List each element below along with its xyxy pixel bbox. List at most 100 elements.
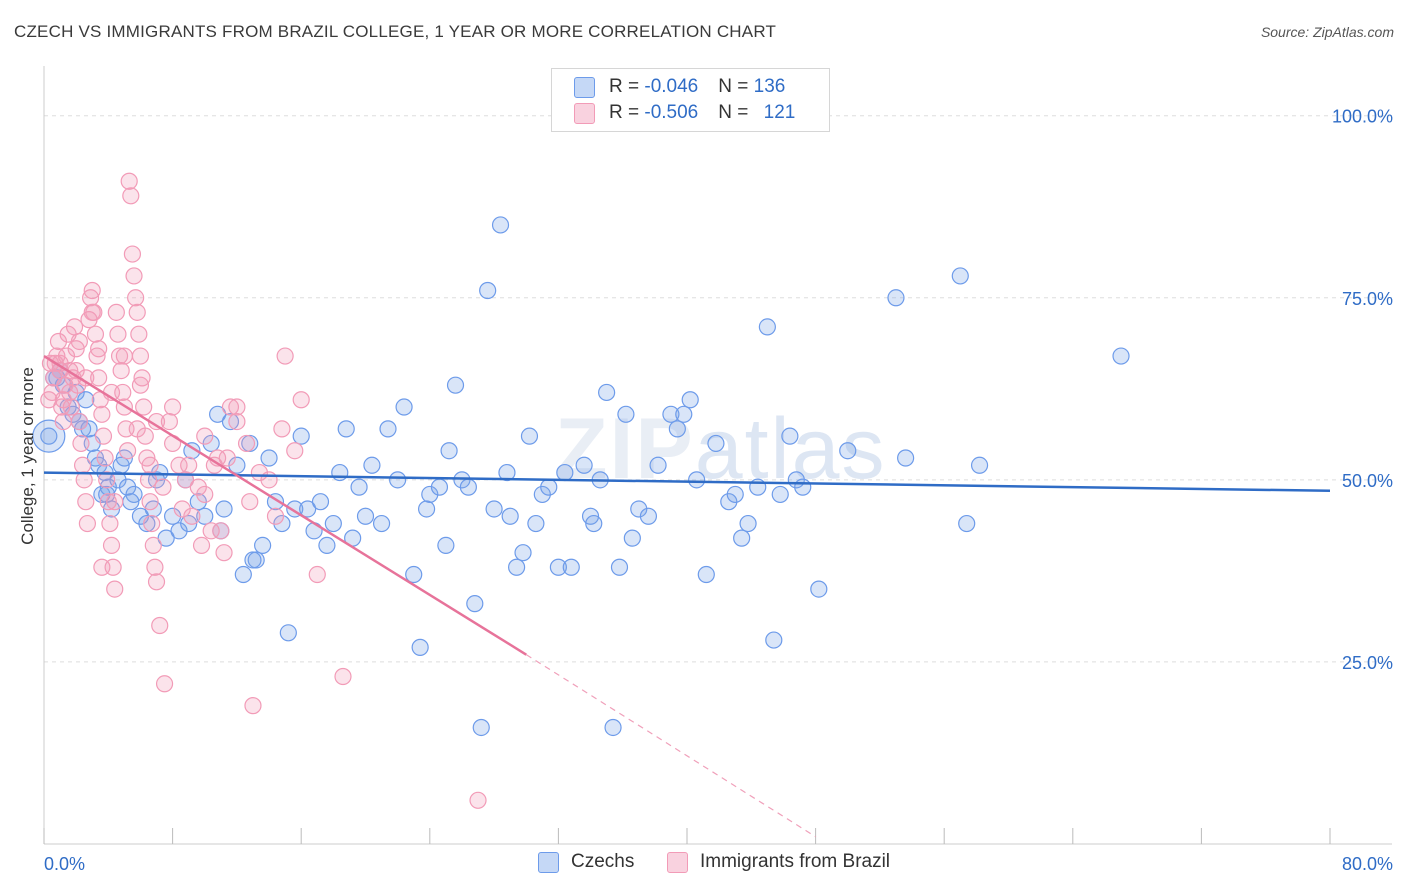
czech-point [305,522,323,540]
brazil-point [180,456,198,474]
czech-point [527,514,545,533]
czech-point [662,405,680,423]
czech-point [839,442,857,460]
brazil-point [276,347,294,365]
brazil-point [77,493,95,511]
brazil-trend-line [43,354,527,656]
czech-point [221,412,240,431]
czech-point [356,507,375,525]
czech-point [675,405,693,423]
czech-point [501,507,519,525]
brazil-point [128,303,146,321]
czech-point [138,514,156,533]
czech-point [363,456,381,474]
brazil-point [141,493,159,511]
czech-point [556,463,574,482]
brazil-point [155,675,174,693]
czech-point [331,463,349,482]
czech-point [122,493,140,511]
czech-point [498,463,516,482]
czech-point [739,514,757,533]
czech-point [244,551,262,569]
brazil-point [106,493,124,511]
czech-point [598,383,616,402]
legend-n-value-czech: 136 [753,76,786,97]
x-tick-label: 0.0% [44,854,85,874]
brazil-point [237,434,256,453]
brazil-point [122,187,140,205]
czech-point [459,478,477,496]
brazil-point [202,522,220,540]
brazil-point [101,514,119,533]
czech-point [446,376,465,394]
brazil-point [196,427,214,445]
brazil-point [78,514,97,533]
czech-point [1112,347,1130,365]
brazil-point [196,485,214,504]
czech-point [209,405,227,423]
brazil-point [128,420,146,438]
brazil-point [151,616,169,635]
czech-point [758,318,776,336]
czech-point [765,631,783,649]
brazil-point [228,412,246,431]
czech-point [485,500,503,518]
czech-point [520,427,539,445]
czech-point [549,558,568,576]
legend-row-brazil: R = -0.506 N = 121 [574,101,795,125]
y-tick-label: 50.0% [1342,471,1393,491]
czech-point [810,580,828,598]
czech-point [254,536,272,554]
czech-point [260,449,278,467]
legend-row-czech: R = -0.046 N = 136 [574,75,785,99]
czech-point [575,456,593,474]
czech-point [183,442,201,460]
brazil-point [147,573,166,591]
czech-point [733,529,751,547]
czech-point [514,544,532,562]
czech-point [887,289,905,307]
brazil-point [83,303,101,321]
brazil-point [241,493,259,511]
brazil-point [70,332,88,351]
czech-point [794,478,812,496]
brazil-point [131,376,150,394]
czech-point [649,456,667,474]
czech-point [318,536,336,554]
brazil-point [54,391,72,409]
legend-r-label: R = [609,76,645,97]
brazil-point [54,412,72,431]
czech-point [337,420,355,438]
czech-point [958,514,976,533]
czech-point [726,485,744,504]
czech-point [970,456,989,474]
brazil-point [173,500,191,518]
czech-point-large [32,419,66,453]
czech-point [466,595,484,613]
brazil-point [215,544,233,562]
czech-point [639,507,658,525]
legend-n-label: N = [718,102,754,123]
czech-point [440,442,458,460]
brazil-point [244,697,262,715]
tick-labels: 25.0% 50.0% 75.0% 100.0% 0.0% 80.0% [44,107,1393,874]
series-legend-brazil: Immigrants from Brazil [667,851,890,873]
czech-point [951,267,969,285]
czech-point [215,500,233,518]
czech-point [40,427,58,445]
czech-trend-line [43,471,1331,493]
x-tick-label: 80.0% [1342,854,1393,874]
czech-point [668,420,686,438]
brazil-point [65,318,84,336]
brazil-point [106,580,124,598]
brazil-point [94,427,113,445]
czech-point [437,536,455,554]
czech-point [405,565,423,584]
czech-point [585,514,603,533]
correlation-legend: R = -0.046 N = 136 R = -0.506 N = 121 [551,68,830,132]
series-legend-label-brazil: Immigrants from Brazil [700,851,891,872]
czech-point [411,638,429,656]
brazil-point [160,412,178,431]
brazil-point [218,449,236,467]
legend-r-value-czech: -0.046 [644,76,699,97]
